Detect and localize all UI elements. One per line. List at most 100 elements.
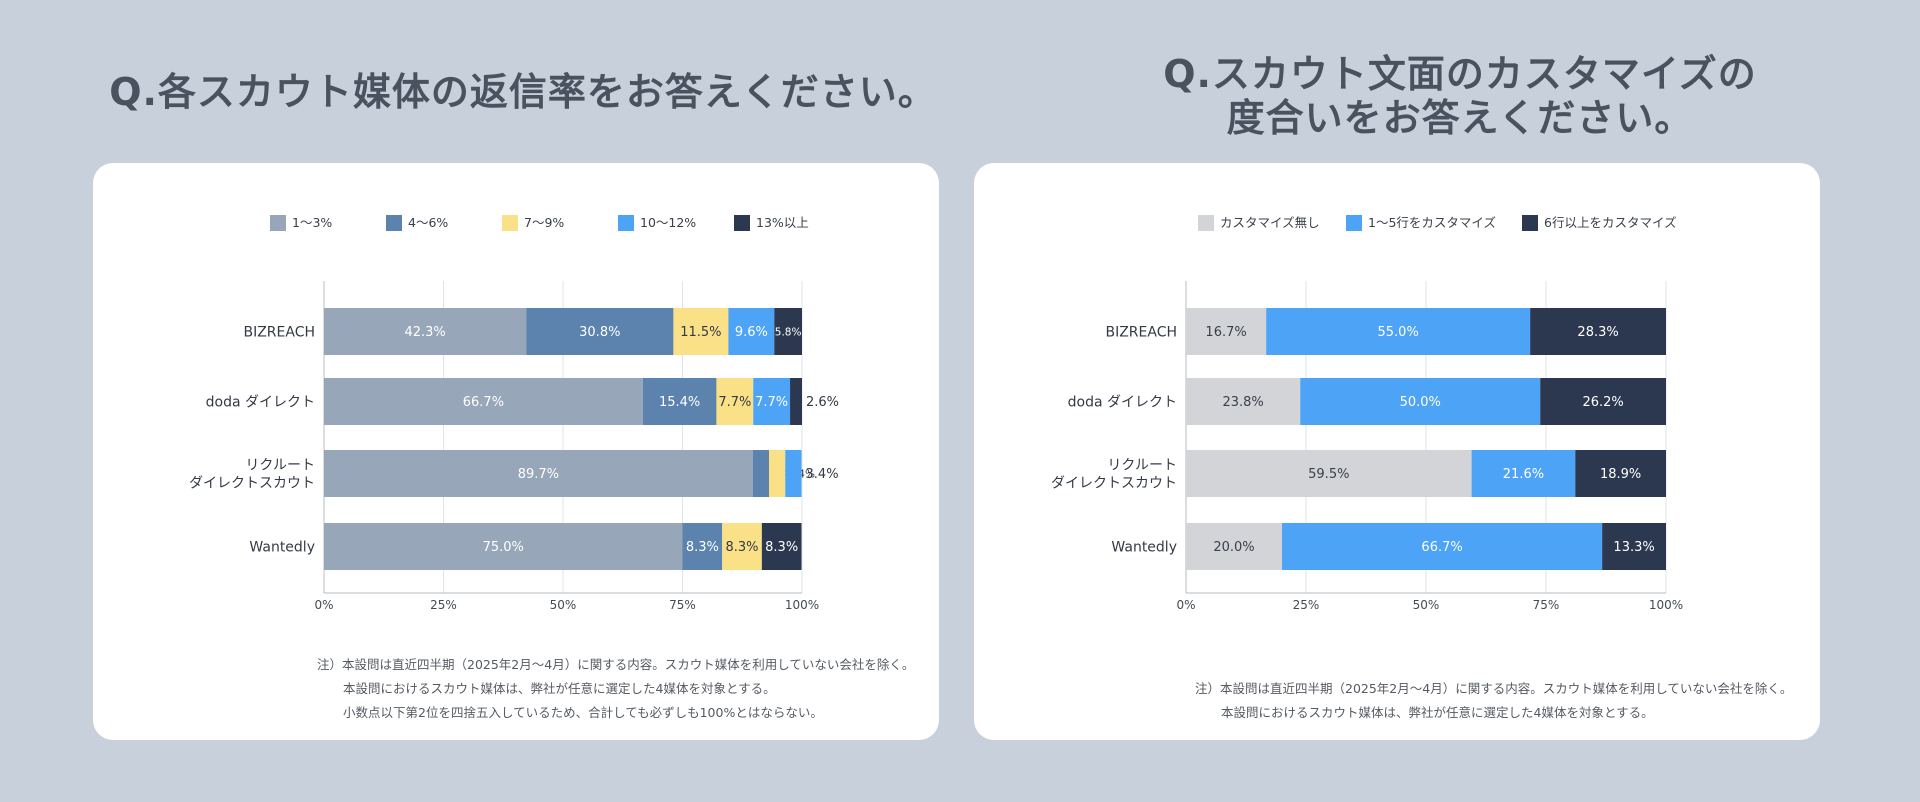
bar-segment xyxy=(728,308,775,355)
bar-value-label: 16.7% xyxy=(1205,325,1246,340)
x-tick-label: 100% xyxy=(785,598,819,612)
right-title-line-2: 度合いをお答えください。 xyxy=(1226,96,1694,140)
bar-segment xyxy=(1471,450,1576,497)
x-tick-label: 75% xyxy=(669,598,696,612)
bar-segment xyxy=(682,523,723,570)
bar-segment xyxy=(785,450,802,497)
legend-label: 7〜9% xyxy=(524,215,564,230)
bar-value-label: 3.4% xyxy=(806,467,839,482)
bar-segment xyxy=(324,308,527,355)
right-title-line-1: Q.スカウト文面のカスタマイズの xyxy=(1163,52,1757,96)
legend-label: 10〜12% xyxy=(640,215,696,230)
bar-segment xyxy=(642,378,717,425)
bar-value-label: 89.7% xyxy=(518,467,559,482)
bar-value-label: 7.7% xyxy=(718,395,751,410)
bar-value-label: 26.2% xyxy=(1582,395,1623,410)
bar-segment xyxy=(1266,308,1531,355)
bar-segment xyxy=(324,378,643,425)
bar-segment xyxy=(1540,378,1666,425)
bar-value-label: 66.7% xyxy=(1421,540,1462,555)
legend-swatch xyxy=(386,215,402,231)
category-label: BIZREACH xyxy=(1105,325,1177,341)
bar-value-label: 30.8% xyxy=(579,325,620,340)
x-tick-label: 25% xyxy=(1293,598,1320,612)
category-label: doda ダイレクト xyxy=(1068,395,1177,411)
bar-value-label: 8.3% xyxy=(765,540,798,555)
category-label: リクルート xyxy=(1107,458,1177,474)
bar-segment xyxy=(1186,450,1472,497)
bar-segment xyxy=(722,523,762,570)
bar-segment xyxy=(1602,523,1666,570)
legend-swatch xyxy=(270,215,286,231)
x-tick-label: 0% xyxy=(1176,598,1195,612)
customize-chart: 0% 25% 50% 75% 100% カスタマイズ無し 1〜5行をカスタマイズ 6行以上をカ… xyxy=(1051,215,1683,612)
bar-value-label: 7.7% xyxy=(755,395,788,410)
bar-value-label: 20.0% xyxy=(1213,540,1254,555)
note-line: 注）本設問は直近四半期（2025年2月〜4月）に関する内容。スカウト媒体を利用し… xyxy=(1195,681,1793,696)
bar-value-label: 59.5% xyxy=(1308,467,1349,482)
category-label: BIZREACH xyxy=(243,325,315,341)
bar-value-label: 23.8% xyxy=(1222,395,1263,410)
category-label: doda ダイレクト xyxy=(206,395,315,411)
customize-notes: 注）本設問は直近四半期（2025年2月〜4月）に関する内容。スカウト媒体を利用し… xyxy=(1195,677,1792,725)
bar-value-label: 15.4% xyxy=(659,395,700,410)
bar-segment xyxy=(1282,523,1603,570)
note-line: 注）本設問は直近四半期（2025年2月〜4月）に関する内容。スカウト媒体を利用し… xyxy=(317,657,915,672)
bar-segment xyxy=(1186,308,1267,355)
bar-value-label: 8.3% xyxy=(725,540,758,555)
bar-value-label: 9.6% xyxy=(735,325,768,340)
bar-segment xyxy=(324,523,683,570)
reply-rate-notes: 注）本設問は直近四半期（2025年2月〜4月）に関する内容。スカウト媒体を利用し… xyxy=(317,653,914,725)
bar-value-label: 55.0% xyxy=(1378,325,1419,340)
right-panel-title: Q.スカウト文面のカスタマイズの 度合いをお答えください。 xyxy=(1000,52,1920,140)
legend-swatch xyxy=(618,215,634,231)
bar-segment xyxy=(769,450,786,497)
bar-value-label: 18.9% xyxy=(1600,467,1641,482)
x-tick-label: 100% xyxy=(1649,598,1683,612)
legend-swatch xyxy=(1522,215,1538,231)
bar-segment xyxy=(324,450,753,497)
x-tick-label: 0% xyxy=(314,598,333,612)
bar-segment xyxy=(673,308,729,355)
bar-segment xyxy=(753,378,791,425)
category-label: リクルート xyxy=(245,458,315,474)
reply-rate-card: 0% 25% 50% 75% 100% 1〜3% 4〜6% 7〜9% 10〜12% 13%以上 42… xyxy=(93,163,939,740)
bar-value-label: 42.3% xyxy=(404,325,445,340)
legend-label: 1〜5行をカスタマイズ xyxy=(1368,215,1496,230)
category-label: Wantedly xyxy=(249,540,315,556)
bar-segment xyxy=(1300,378,1541,425)
x-tick-label: 50% xyxy=(550,598,577,612)
bar-segment xyxy=(526,308,674,355)
x-tick-label: 50% xyxy=(1413,598,1440,612)
legend-swatch xyxy=(734,215,750,231)
category-label: ダイレクトスカウト xyxy=(1051,476,1177,492)
legend-label: 13%以上 xyxy=(756,215,809,230)
bar-value-label: 2.6% xyxy=(806,395,839,410)
note-line: 本設問におけるスカウト媒体は、弊社が任意に選定した4媒体を対象とする。 xyxy=(1221,705,1654,720)
bar-segment xyxy=(1530,308,1666,355)
bar-segment xyxy=(1575,450,1666,497)
legend-swatch xyxy=(1346,215,1362,231)
legend-swatch xyxy=(1198,215,1214,231)
legend-label: 1〜3% xyxy=(292,215,332,230)
bar-value-label: 8.3% xyxy=(686,540,719,555)
bar-segment xyxy=(752,450,770,497)
bar-value-label: 11.5% xyxy=(680,325,721,340)
bar-value-label: 13.3% xyxy=(1613,540,1654,555)
left-panel-title: Q.各スカウト媒体の返信率をお答えください。 xyxy=(109,70,937,114)
bar-segment xyxy=(716,378,754,425)
bar-value-label: 66.7% xyxy=(463,395,504,410)
bar-segment xyxy=(790,378,802,425)
legend-label: 6行以上をカスタマイズ xyxy=(1544,215,1677,230)
bar-value-label: 50.0% xyxy=(1400,395,1441,410)
bar-value-label: 21.6% xyxy=(1503,467,1544,482)
x-tick-label: 75% xyxy=(1533,598,1560,612)
legend-label: カスタマイズ無し xyxy=(1220,215,1320,230)
bar-value-label: 28.3% xyxy=(1577,325,1618,340)
legend-swatch xyxy=(502,215,518,231)
category-label: Wantedly xyxy=(1111,540,1177,556)
customize-card: 0% 25% 50% 75% 100% カスタマイズ無し 1〜5行をカスタマイズ 6行以上をカ… xyxy=(974,163,1820,740)
bar-segment xyxy=(1186,523,1282,570)
reply-rate-chart: 0% 25% 50% 75% 100% 1〜3% 4〜6% 7〜9% 10〜12% 13%以上 42… xyxy=(189,215,839,612)
bar-segment xyxy=(1186,378,1301,425)
